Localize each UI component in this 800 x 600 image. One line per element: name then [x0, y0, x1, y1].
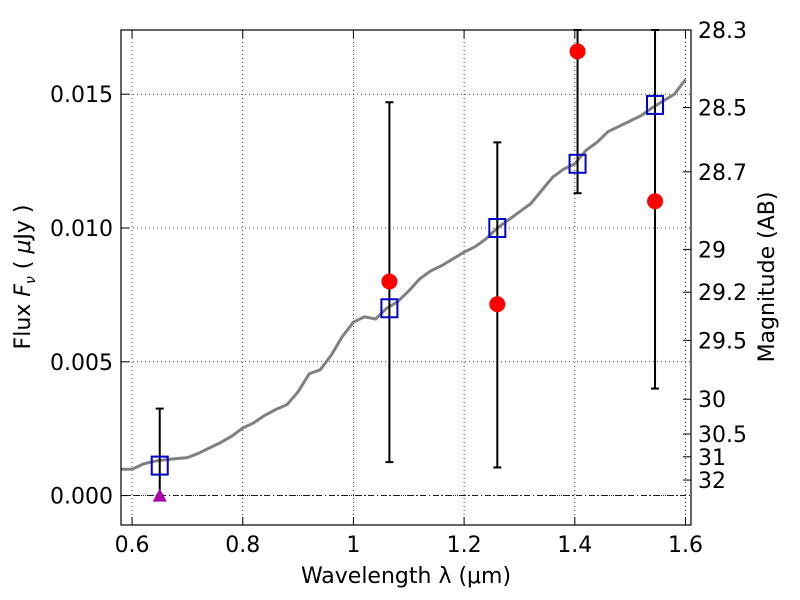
ticks: 0.6 0.8 1 1.2 1.4 1.6 0.000 0.005 0.010 0.015 28.3… [50, 19, 747, 558]
x-axis-label: Wavelength λ (μm) [301, 564, 511, 589]
model-spectrum-line [121, 78, 687, 471]
y-tick-label: 0.010 [50, 217, 113, 242]
x-tick-label: 1.6 [668, 533, 703, 558]
observed-flux-point [489, 296, 506, 313]
x-tick-label: 0.6 [115, 533, 150, 558]
y-tick-label: 0.000 [50, 485, 113, 510]
x-tick-label: 1.2 [447, 533, 482, 558]
magnitude-tick-label: 28.5 [698, 97, 747, 122]
grid [121, 30, 691, 525]
model-band-square [646, 94, 665, 115]
magnitude-tick-label: 29 [698, 238, 726, 263]
plot-frame [120, 29, 692, 526]
model-band-square [380, 298, 399, 319]
model-band-square [568, 153, 587, 174]
plot-area [121, 29, 687, 502]
y-axis-label: Flux Fν ( μJy ) [11, 205, 39, 350]
observed-flux-point [647, 193, 664, 210]
magnitude-tick-label: 30 [698, 388, 726, 413]
magnitude-tick-label: 31 [698, 446, 726, 471]
magnitude-tick-label: 28.3 [698, 19, 747, 44]
model-band-square [488, 218, 507, 238]
model-band-square [150, 455, 169, 476]
x-tick-label: 1.4 [557, 533, 592, 558]
y-tick-label: 0.005 [50, 351, 113, 376]
magnitude-tick-label: 29.2 [698, 281, 747, 306]
upper-limit-marker [152, 488, 167, 502]
observed-flux-point [569, 43, 586, 60]
x-tick-label: 0.8 [225, 533, 260, 558]
y-tick-label: 0.015 [50, 83, 113, 108]
magnitude-tick-label: 32 [698, 469, 726, 494]
secondary-y-axis-label: Magnitude (AB) [755, 192, 780, 363]
magnitude-tick-label: 30.5 [698, 423, 747, 448]
x-tick-label: 1 [346, 533, 360, 558]
magnitude-tick-label: 28.7 [698, 161, 747, 186]
observed-flux-point [381, 273, 398, 290]
magnitude-tick-label: 29.5 [698, 329, 747, 354]
